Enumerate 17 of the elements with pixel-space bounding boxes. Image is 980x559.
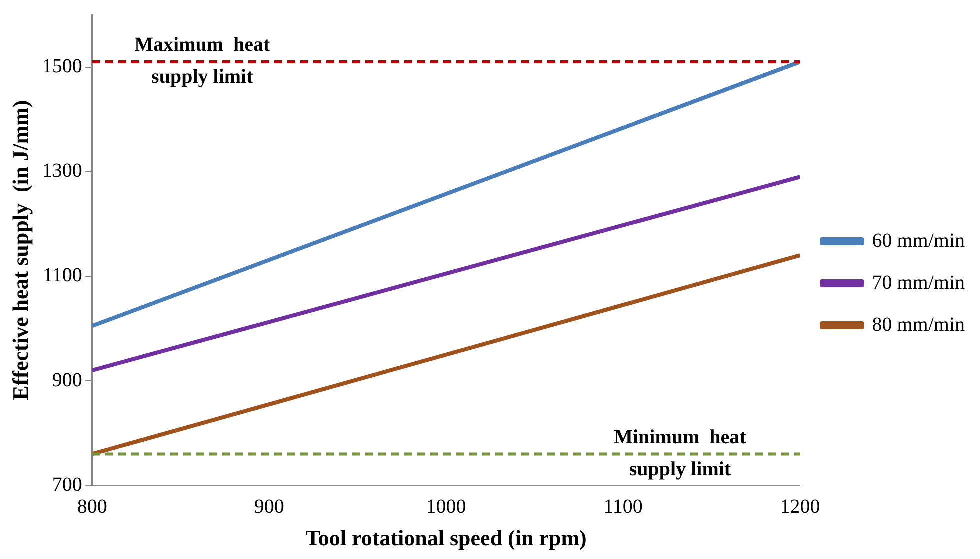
y-axis-title: Effective heat supply (in J/mm) xyxy=(8,100,33,400)
y-tick-label: 700 xyxy=(52,474,82,496)
x-tick-label: 1100 xyxy=(604,496,643,518)
x-tick-label: 1200 xyxy=(780,496,820,518)
x-axis-title: Tool rotational speed (in rpm) xyxy=(306,525,587,550)
legend-label: 70 mm/min xyxy=(872,272,966,294)
legend-label: 80 mm/min xyxy=(872,314,966,336)
x-tick-label: 900 xyxy=(254,496,284,518)
y-tick-label: 1300 xyxy=(42,160,82,182)
ref-line-label: Minimum heat supply limit xyxy=(614,426,747,480)
y-tick-label: 1100 xyxy=(43,264,82,287)
legend-label: 60 mm/min xyxy=(872,230,966,252)
x-tick-label: 800 xyxy=(77,496,108,518)
ref-line-label: Maximum heat supply limit xyxy=(134,34,271,88)
y-tick-label: 1500 xyxy=(42,56,82,78)
x-tick-label: 1000 xyxy=(426,496,466,518)
y-tick-label: 900 xyxy=(52,369,82,392)
